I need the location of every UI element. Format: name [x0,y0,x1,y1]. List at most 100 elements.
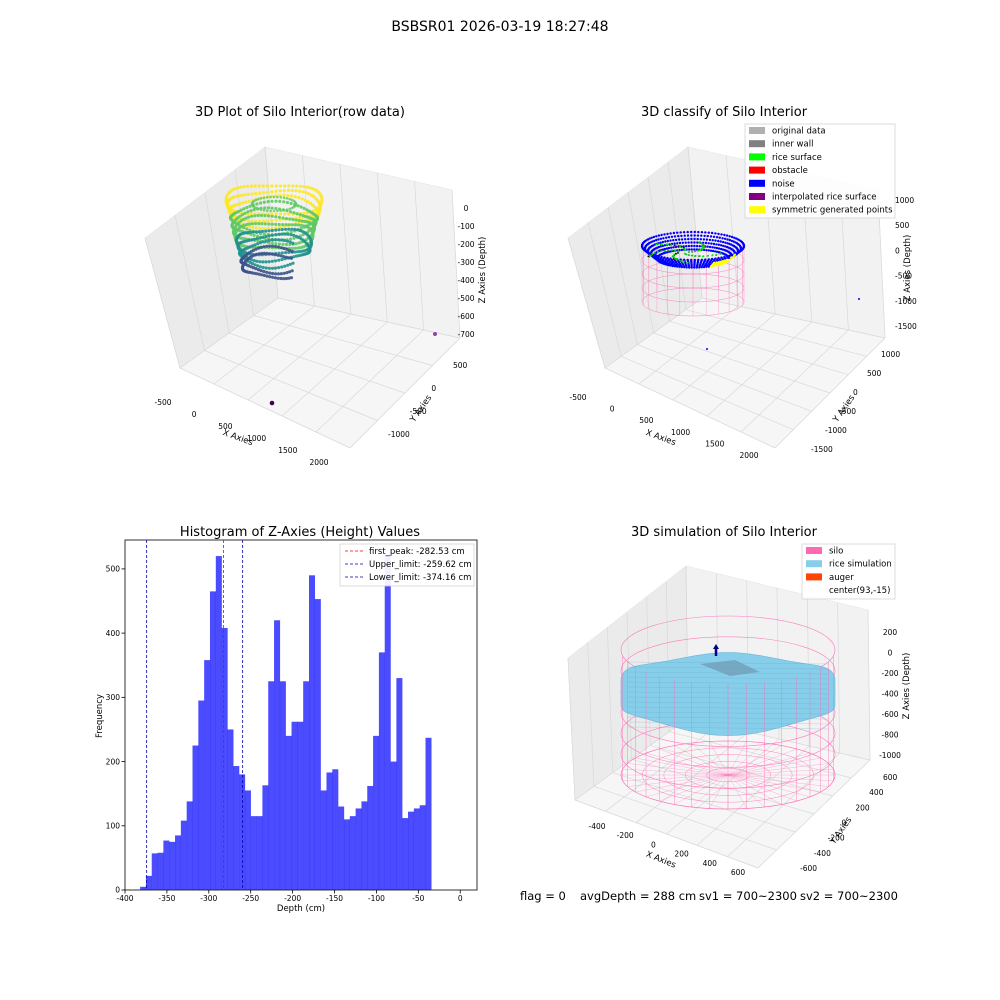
classify-noise-point-2 [858,298,860,300]
status-sv1: sv1 = 700~2300 [699,889,797,903]
legend-swatch [749,140,765,148]
histogram-bar [239,774,246,890]
histogram-bar [274,620,281,890]
panel-raw-3d: 3D Plot of Silo Interior(row data) -500 0… [144,105,488,467]
histogram-bar [326,772,333,890]
undefined: -600 [800,864,817,873]
undefined: -200 [881,669,898,678]
undefined: 200 [883,628,898,637]
raw-grid [144,146,461,449]
undefined: 500 [453,361,468,370]
sim-y-ticks: -600 -400 -200 0 200 400 600 [800,773,898,873]
histogram-bar [343,819,350,890]
histogram-bar [221,627,228,890]
histogram-bar [262,785,269,890]
figure-suptitle: BSBSR01 2026-03-19 18:27:48 [391,19,608,35]
classify-x-ticks: -500 0 500 1000 1500 2000 [569,393,758,460]
x-tick-label: -200 [284,894,301,903]
histogram-bar [204,660,211,890]
raw-plot-title: 3D Plot of Silo Interior(row data) [195,105,405,120]
histogram-bar [384,556,391,890]
undefined: 1000 [895,196,914,205]
legend-label: rice simulation [829,560,892,570]
legend-swatch [806,573,822,581]
panel-classify-3d: 3D classify of Silo Interior -5000500100… [567,105,917,460]
status-avg-depth: avgDepth = 288 cm [580,889,696,903]
undefined: 0 [651,840,656,849]
histogram-bar [169,841,176,890]
undefined: 1500 [278,446,297,455]
undefined: -800 [881,731,898,740]
histogram-bar [396,678,403,890]
legend-swatch [749,166,765,174]
histogram-bar [215,556,222,890]
histogram-bar [338,806,345,890]
raw-z-ticks: 0 -100 -200 -300 -400 -500 -600 -700 [457,204,474,339]
undefined: -1000 [825,426,847,435]
legend-label: Lower_limit: -374.16 cm [369,573,471,583]
x-tick-label: -50 [412,894,424,903]
x-tick-label: -250 [242,894,259,903]
legend-swatch [749,179,765,187]
histogram-bar [355,808,362,890]
undefined: -1500 [895,322,917,331]
undefined: 0 [842,819,847,828]
legend-label: first_peak: -282.53 cm [369,547,465,557]
histogram-bar [425,737,432,890]
histogram-bar [227,729,234,890]
undefined: -1500 [811,445,833,454]
histogram-bar [309,575,316,890]
undefined: 600 [731,868,746,877]
legend-label: silo [829,547,843,557]
y-tick-label: 100 [106,821,121,830]
undefined: -500 [154,398,171,407]
y-tick-label: 200 [106,757,121,766]
histogram-bar [413,808,420,890]
raw-z-axis-label: Z Axies (Depth) [478,237,488,304]
histogram-bar [279,681,286,890]
legend-swatch [749,206,765,214]
status-line: flag = 0 avgDepth = 288 cm sv1 = 700~230… [520,889,898,903]
sim-silo-wireframe-front [622,655,834,809]
legend-swatch [749,193,765,200]
raw-outlier-point [269,400,275,406]
undefined: -400 [814,849,831,858]
undefined: 600 [883,773,898,782]
histogram-y-axis-label: Frequency [95,694,105,738]
histogram-bar [303,681,310,890]
undefined: 1000 [247,434,266,443]
histogram-bar [419,805,426,890]
undefined: 0 [192,410,197,419]
legend-label: interpolated rice surface [772,193,877,203]
undefined: -500 [895,272,912,281]
undefined: -500 [569,393,586,402]
undefined: -1000 [895,297,917,306]
undefined: -200 [828,834,845,843]
status-flag: flag = 0 [520,889,566,903]
legend-label: symmetric generated points [772,206,893,216]
raw-point-cloud [224,184,324,281]
histogram-bar [285,735,292,890]
histogram-title: Histogram of Z-Axies (Height) Values [180,525,420,540]
histogram-bar [378,652,385,890]
histogram-bar [233,766,240,890]
classify-point-cloud [640,230,746,269]
histogram-bar [361,801,368,890]
legend-label: auger [829,573,854,583]
histogram-bar [332,769,339,890]
raw-x-ticks: -500 0 500 1000 1500 2000 [154,398,328,467]
sim-x-axis-label: X Axies [644,850,677,871]
classify-noise-point [706,348,708,350]
x-tick-label: 0 [458,894,463,903]
histogram-reference-lines [146,540,244,890]
undefined: -1000 [388,430,410,439]
x-tick-label: -300 [200,894,217,903]
histogram-bar [268,681,275,890]
histogram-bar [367,785,374,890]
y-tick-label: 500 [106,565,121,574]
histogram-bar [390,761,397,890]
y-tick-label: 400 [106,629,121,638]
histogram-x-ticks: -400 -350 -300 -250 -200 -150 -100 -50 0 [116,890,463,903]
simulation-plot-title: 3D simulation of Silo Interior [631,525,818,540]
